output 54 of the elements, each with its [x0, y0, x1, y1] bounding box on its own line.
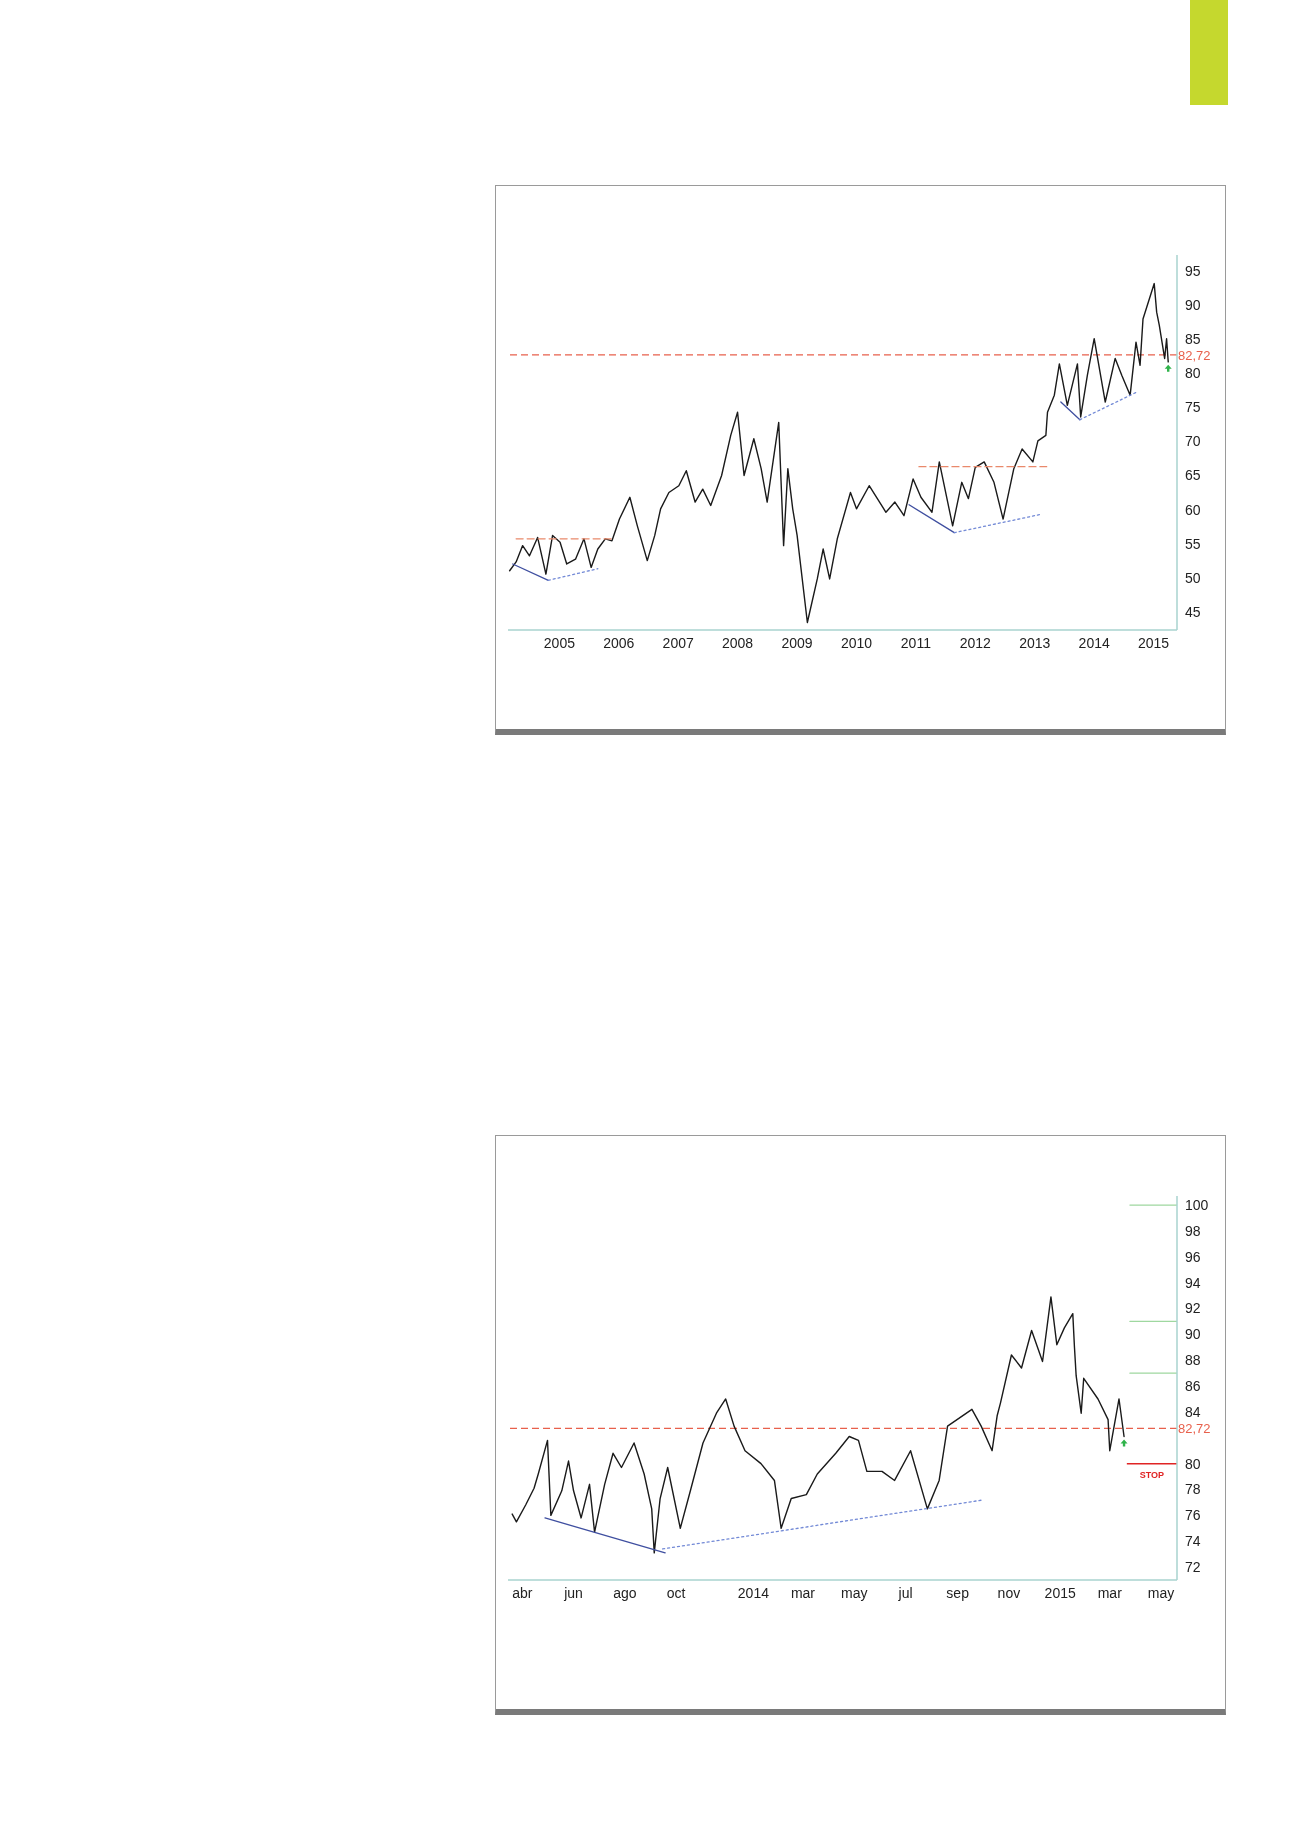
y-tick-label: 84 — [1185, 1403, 1201, 1420]
y-tick-label: 100 — [1185, 1197, 1209, 1214]
ref-line-label: STOP — [1139, 1469, 1165, 1480]
x-tick-label: oct — [666, 1584, 686, 1601]
y-tick-label: 65 — [1185, 467, 1201, 484]
x-tick-label: 2005 — [543, 634, 576, 651]
x-tick-label: 2007 — [662, 634, 694, 651]
y-tick-label: 60 — [1185, 501, 1201, 518]
y-tick-label: 92 — [1185, 1300, 1201, 1317]
x-tick-label: 2015 — [1044, 1584, 1076, 1601]
x-tick-label: mar — [790, 1584, 816, 1601]
y-tick-label: 80 — [1185, 365, 1201, 382]
y-tick-label: 70 — [1185, 433, 1201, 450]
y-tick-label: 98 — [1185, 1222, 1201, 1239]
y-tick-label: 94 — [1185, 1274, 1201, 1291]
y-tick-label: 78 — [1185, 1481, 1201, 1498]
x-tick-label: sep — [946, 1584, 970, 1601]
x-tick-label: mar — [1097, 1584, 1123, 1601]
x-tick-label: 2006 — [603, 634, 635, 651]
x-tick-label: jun — [563, 1584, 583, 1601]
x-tick-label: 2008 — [721, 634, 754, 651]
x-tick-label: 2014 — [1078, 634, 1110, 651]
x-tick-label: 2012 — [959, 634, 992, 651]
y-tick-label: 95 — [1185, 263, 1201, 280]
y-tick-label: 85 — [1185, 331, 1201, 348]
ref-line-label: 82,72 — [1178, 347, 1211, 363]
x-tick-label: 2009 — [781, 634, 813, 651]
x-tick-label: 2015 — [1137, 634, 1170, 651]
y-tick-label: 75 — [1185, 399, 1201, 416]
y-tick-label: 88 — [1185, 1352, 1201, 1369]
y-tick-label: 55 — [1185, 535, 1201, 552]
line-series — [511, 1296, 1125, 1554]
x-tick-label: 2011 — [900, 634, 932, 651]
x-tick-label: jul — [897, 1584, 913, 1601]
x-tick-label: may — [841, 1584, 868, 1601]
y-tick-label: 90 — [1185, 1326, 1201, 1343]
y-tick-label: 90 — [1185, 297, 1201, 314]
x-tick-label: ago — [613, 1584, 637, 1601]
x-tick-label: may — [1147, 1584, 1175, 1601]
x-tick-label: 2014 — [737, 1584, 770, 1601]
y-tick-label: 86 — [1185, 1378, 1201, 1395]
y-tick-label: 80 — [1185, 1455, 1201, 1472]
line-series — [508, 282, 1169, 624]
y-tick-label: 72 — [1185, 1559, 1201, 1576]
ref-line-label: 82,72 — [1178, 1421, 1211, 1437]
x-tick-label: nov — [997, 1584, 1021, 1601]
x-tick-label: 2013 — [1019, 634, 1051, 651]
x-tick-label: abr — [512, 1584, 533, 1601]
y-tick-label: 50 — [1185, 569, 1201, 586]
y-tick-label: 96 — [1185, 1248, 1201, 1265]
y-tick-label: 74 — [1185, 1533, 1201, 1550]
x-tick-label: 2010 — [840, 634, 873, 651]
y-tick-label: 76 — [1185, 1507, 1201, 1524]
y-tick-label: 45 — [1185, 603, 1201, 620]
